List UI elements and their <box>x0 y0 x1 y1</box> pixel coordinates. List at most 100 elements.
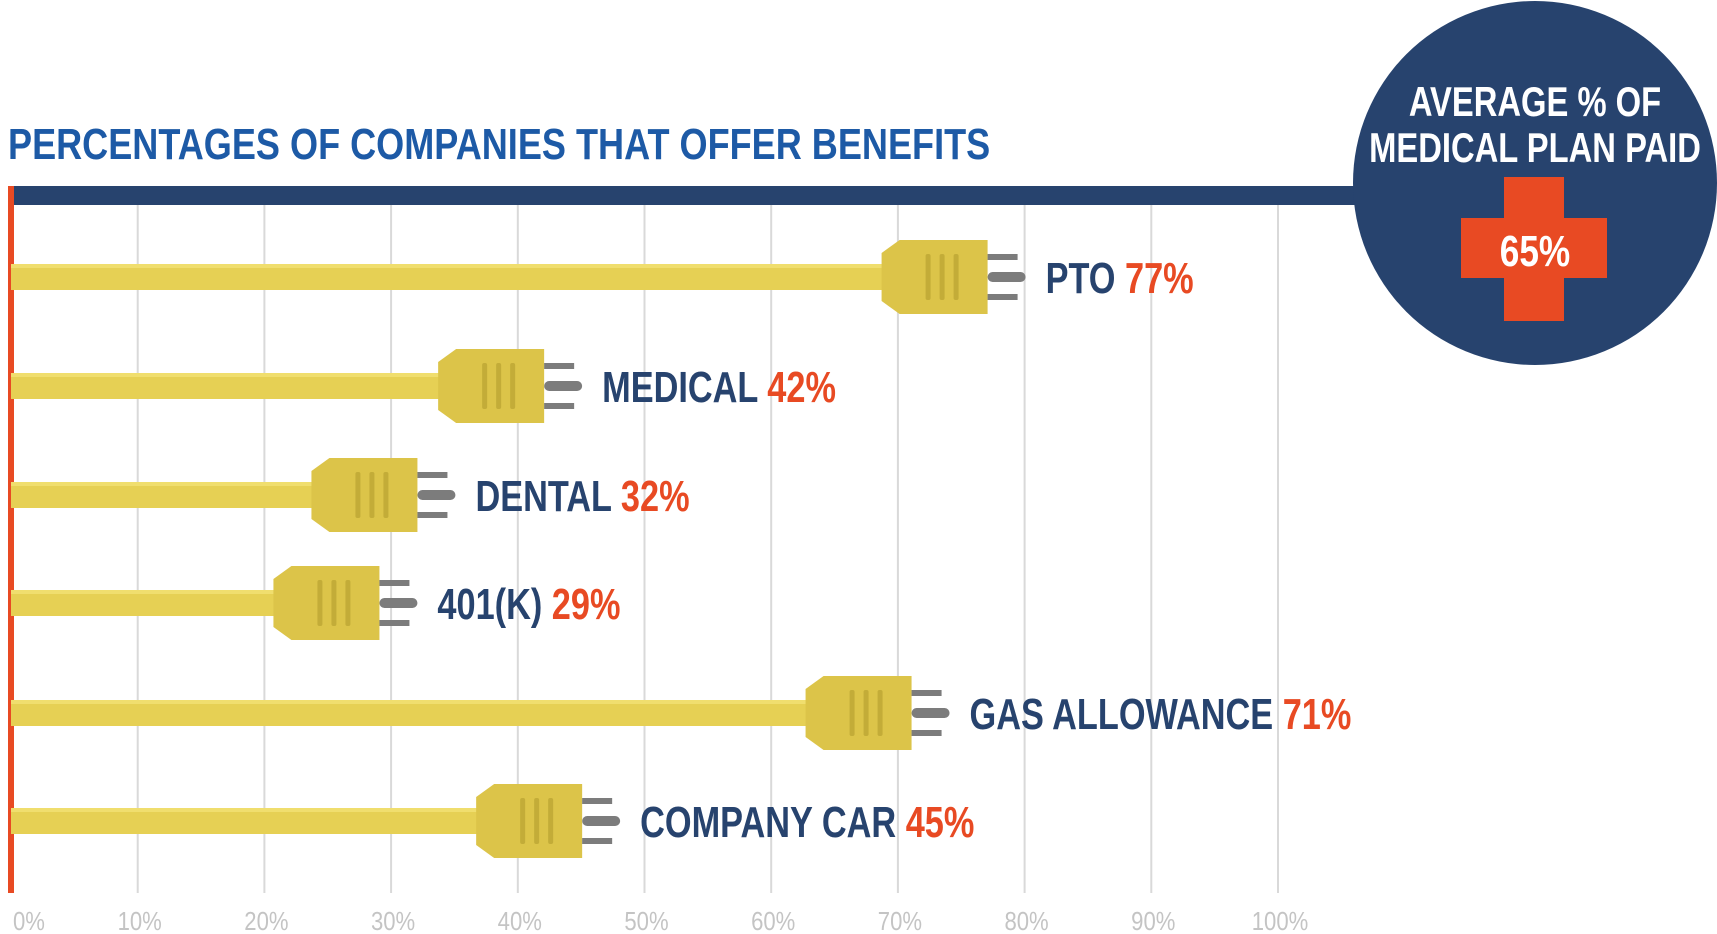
callout-title-line1: AVERAGE % OF <box>1409 78 1661 125</box>
plug-prong <box>417 472 448 478</box>
plug-ridge <box>369 472 375 518</box>
plug-ridge <box>345 580 351 626</box>
bar-group: PTO 77% <box>11 240 1194 314</box>
x-tick-label: 50% <box>624 907 668 934</box>
x-tick-label: 90% <box>1131 907 1175 934</box>
bar-group: MEDICAL 42% <box>11 349 836 423</box>
plug-prong <box>911 690 942 696</box>
value-label: 29% <box>552 580 621 629</box>
bar-highlight <box>11 482 337 486</box>
y-axis-line <box>8 186 14 893</box>
axis <box>8 186 1408 893</box>
x-tick-label: 30% <box>371 907 415 934</box>
category-label: MEDICAL <box>602 363 767 412</box>
grid-lines <box>136 205 1279 893</box>
category-label: DENTAL <box>475 472 620 521</box>
x-tick-label: 70% <box>878 907 922 934</box>
chart-title: PERCENTAGES OF COMPANIES THAT OFFER BENE… <box>8 120 991 169</box>
bar <box>11 482 337 508</box>
plug-body <box>311 458 418 532</box>
plug-prong <box>582 798 613 804</box>
bar <box>11 590 299 616</box>
plug-prong <box>911 730 942 736</box>
bar <box>11 808 502 834</box>
plug-ridge <box>520 798 526 844</box>
plug-prong <box>987 272 1026 282</box>
bar-group: GAS ALLOWANCE 71% <box>11 676 1351 750</box>
plug-ridge <box>317 580 323 626</box>
plug-ridge <box>534 798 540 844</box>
plug-ridge <box>925 254 931 300</box>
plug-prong <box>379 580 410 586</box>
category-label: GAS ALLOWANCE <box>970 690 1283 739</box>
bar <box>11 373 464 399</box>
category-label: COMPANY CAR <box>640 798 906 847</box>
bar-highlight <box>11 373 464 377</box>
plug-ridge <box>482 363 488 409</box>
plug-prong <box>379 598 418 608</box>
plug-body <box>273 566 380 640</box>
plug-ridge <box>383 472 389 518</box>
bar-highlight <box>11 700 831 704</box>
bar-label: MEDICAL 42% <box>602 363 836 412</box>
value-label: 45% <box>906 798 975 847</box>
bar-label: COMPANY CAR 45% <box>640 798 974 847</box>
x-tick-label: 60% <box>751 907 795 934</box>
plug-ridge <box>849 690 855 736</box>
plug-ridge <box>496 363 502 409</box>
bar-label: DENTAL 32% <box>475 472 689 521</box>
plug-prong <box>379 620 410 626</box>
callout-title-line2: MEDICAL PLAN PAID <box>1369 124 1701 171</box>
x-tick-label: 100% <box>1252 907 1308 934</box>
x-tick-label: 0% <box>13 907 45 934</box>
plug-prong <box>987 254 1018 260</box>
header-rule <box>8 186 1408 205</box>
medical-cross-icon <box>1461 218 1607 278</box>
bar <box>11 700 831 726</box>
plug-ridge <box>548 798 554 844</box>
plug-prong <box>582 838 613 844</box>
plug-body <box>476 784 583 858</box>
category-label: PTO <box>1046 254 1125 303</box>
plug-ridge <box>953 254 959 300</box>
callout-value: 65% <box>1500 227 1570 276</box>
bar-highlight <box>11 808 502 812</box>
plug-ridge <box>939 254 945 300</box>
bar <box>11 264 907 290</box>
plug-body <box>438 349 545 423</box>
plug-ridge <box>355 472 361 518</box>
plug-body <box>881 240 988 314</box>
plug-prong <box>417 512 448 518</box>
bar-highlight <box>11 590 299 594</box>
plug-prong <box>544 363 575 369</box>
bar-label: GAS ALLOWANCE 71% <box>970 690 1352 739</box>
value-label: 32% <box>621 472 690 521</box>
bar-group: 401(K) 29% <box>11 566 620 640</box>
x-tick-label: 10% <box>118 907 162 934</box>
bars: PTO 77% MEDICAL 42% DENTAL 32% 401(K) 29% GA… <box>11 240 1351 858</box>
plug-prong <box>417 490 456 500</box>
bar-label: 401(K) 29% <box>437 580 620 629</box>
x-tick-labels: 0% 10% 20% 30% 40% 50% 60% 70% 80% 90% 100% <box>13 907 1308 934</box>
plug-prong <box>987 294 1018 300</box>
value-label: 77% <box>1125 254 1194 303</box>
plug-ridge <box>510 363 516 409</box>
value-label: 71% <box>1283 690 1352 739</box>
value-label: 42% <box>767 363 836 412</box>
x-tick-label: 20% <box>244 907 288 934</box>
plug-prong <box>582 816 621 826</box>
plug-ridge <box>863 690 869 736</box>
bar-highlight <box>11 264 907 268</box>
plug-prong <box>544 381 583 391</box>
bar-group: DENTAL 32% <box>11 458 690 532</box>
x-tick-label: 80% <box>1004 907 1048 934</box>
plug-prong <box>544 403 575 409</box>
plug-ridge <box>331 580 337 626</box>
plug-body <box>805 676 912 750</box>
category-label: 401(K) <box>437 580 551 629</box>
bar-group: COMPANY CAR 45% <box>11 784 974 858</box>
x-tick-label: 40% <box>498 907 542 934</box>
bar-label: PTO 77% <box>1046 254 1194 303</box>
